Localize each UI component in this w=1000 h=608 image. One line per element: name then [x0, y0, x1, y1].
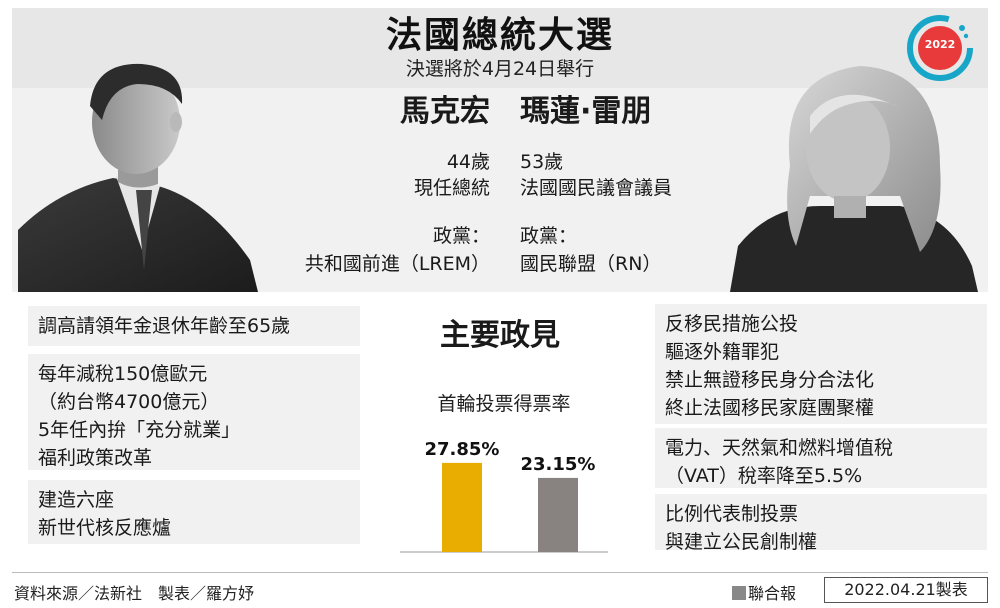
bar-le-pen — [538, 477, 578, 552]
publisher-logo-icon — [732, 586, 746, 600]
bar-value-label: 27.85% — [425, 439, 500, 460]
policy-line: 新世代核反應爐 — [38, 517, 172, 539]
chart-title: 首輪投票得票率 — [437, 393, 570, 415]
left-policy-box-2: 每年減稅150億歐元 （約台幣4700億元） 5年任內拚「充分就業」 福利政策改… — [28, 354, 360, 470]
bar-value-label: 23.15% — [521, 454, 596, 475]
policy-section-title: 主要政見 — [440, 318, 560, 353]
candidate-left-party: 共和國前進（LREM） — [304, 253, 490, 275]
policy-line: 5年任內拚「充分就業」 — [38, 419, 241, 441]
candidate-right-party-label: 政黨： — [520, 225, 578, 247]
candidate-right-role: 法國國民議會議員 — [520, 177, 673, 199]
election-2022-badge-icon: 2022 — [906, 14, 974, 82]
policy-line: 禁止無證移民身分合法化 — [665, 369, 875, 391]
policy-line: 福利政策改革 — [38, 447, 153, 469]
page-title: 法國總統大選 — [385, 15, 614, 56]
right-policy-box-1: 反移民措施公投 驅逐外籍罪犯 禁止無證移民身分合法化 終止法國移民家庭團聚權 — [655, 304, 987, 424]
left-policy-box-3: 建造六座 新世代核反應爐 — [28, 480, 360, 544]
policy-line: 反移民措施公投 — [665, 313, 799, 335]
left-policy-box-1: 調高請領年金退休年齡至65歲 — [28, 306, 360, 346]
policy-line: 每年減稅150億歐元 — [38, 363, 208, 385]
policy-line: 建造六座 — [38, 489, 115, 511]
candidate-left-role: 現任總統 — [413, 177, 490, 199]
le-pen-photo — [730, 56, 980, 292]
policy-line: 驅逐外籍罪犯 — [665, 341, 780, 363]
policy-line: 與建立公民創制權 — [665, 531, 818, 553]
publisher-name: 聯合報 — [748, 584, 797, 603]
candidate-left-age: 44歲 — [446, 151, 490, 173]
page-subtitle: 決選將於4月24日舉行 — [405, 58, 595, 80]
policy-line: 調高請領年金退休年齡至65歲 — [38, 315, 291, 337]
candidate-right-age: 53歲 — [520, 151, 564, 173]
badge-year: 2022 — [924, 38, 956, 51]
first-round-vote-chart: 首輪投票得票率 27.85% 23.15% — [398, 380, 610, 560]
footer-divider — [12, 572, 988, 573]
bar-macron — [442, 462, 482, 552]
policy-line: （約台幣4700億元） — [38, 391, 220, 413]
candidate-right-party: 國民聯盟（RN） — [520, 253, 662, 275]
right-policy-box-3: 比例代表制投票 與建立公民創制權 — [655, 494, 987, 553]
policy-line: 電力、天然氣和燃料增值稅 — [665, 437, 894, 459]
candidate-left-name: 馬克宏 — [400, 94, 490, 129]
candidate-right-name: 瑪蓮·雷朋 — [520, 94, 652, 129]
policy-line: 比例代表制投票 — [665, 503, 799, 525]
publisher: 聯合報 — [732, 580, 796, 604]
policy-line: 終止法國移民家庭團聚權 — [665, 397, 875, 419]
date-stamp: 2022.04.21製表 — [824, 577, 988, 603]
policy-line: （VAT）稅率降至5.5% — [665, 465, 863, 487]
candidate-left-party-label: 政黨： — [432, 225, 490, 247]
source-credit: 資料來源／法新社 製表／羅方妤 — [14, 584, 255, 603]
chart-canvas: 首輪投票得票率 27.85% 23.15% — [400, 393, 608, 553]
macron-photo — [18, 60, 268, 292]
header-band — [12, 8, 988, 88]
right-policy-box-2: 電力、天然氣和燃料增值稅 （VAT）稅率降至5.5% — [655, 428, 987, 488]
